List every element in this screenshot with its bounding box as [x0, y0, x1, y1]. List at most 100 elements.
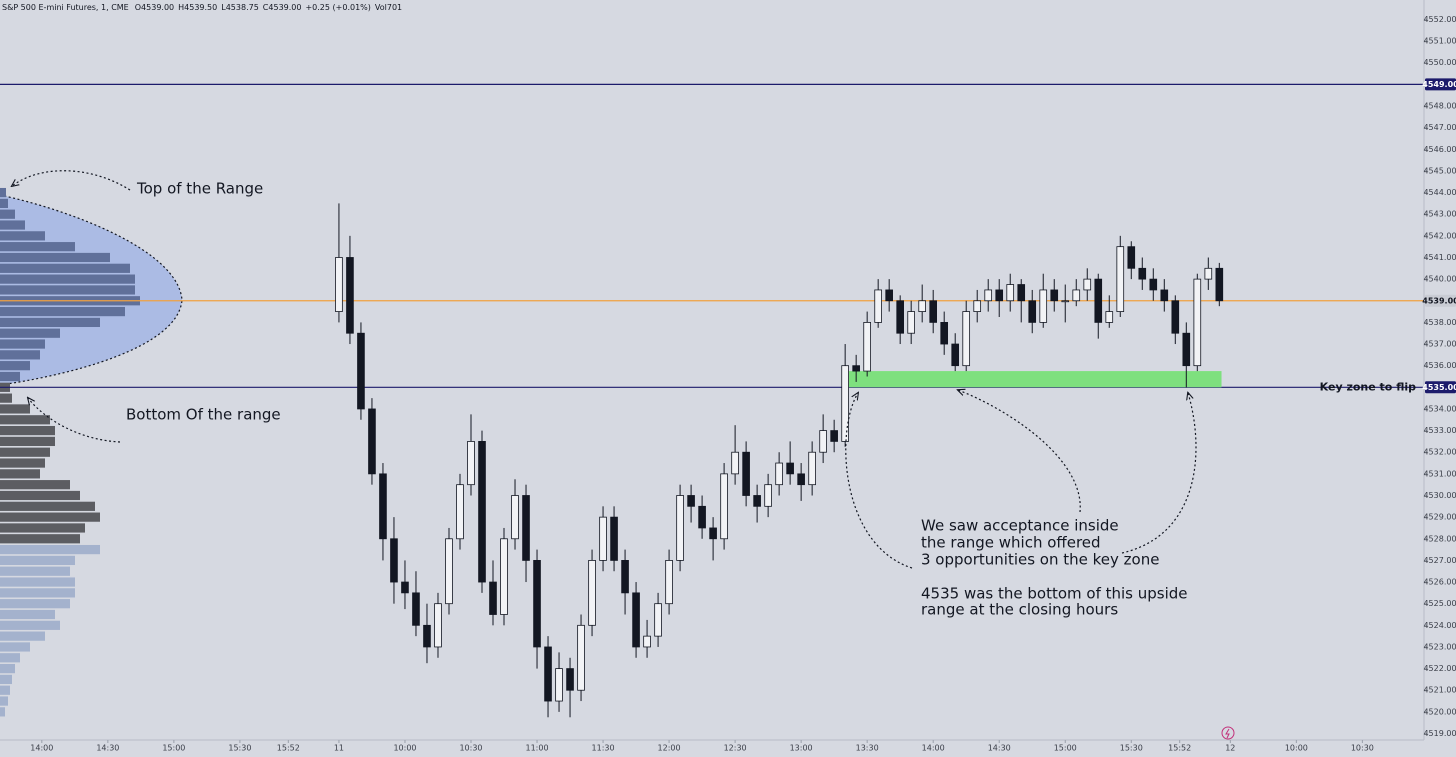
profile-bar	[0, 480, 70, 490]
price-label: 4539.00	[1422, 296, 1456, 305]
profile-bar	[0, 274, 135, 284]
profile-bar	[0, 685, 10, 695]
candle-body	[489, 581, 497, 615]
candle-body	[1204, 267, 1213, 280]
y-tick-label: 4536.00	[1423, 361, 1456, 370]
candle-body	[1193, 278, 1202, 367]
candle-body	[1017, 284, 1026, 302]
candle-body	[742, 451, 750, 496]
header-value: Vol701	[375, 3, 402, 12]
header-value: C4539.00	[263, 3, 302, 12]
candle-body	[1061, 300, 1070, 303]
y-tick-label: 4526.00	[1423, 578, 1456, 587]
candle-body	[445, 538, 453, 605]
candle-body	[819, 430, 827, 453]
profile-bar	[0, 566, 70, 576]
profile-bar	[0, 306, 125, 317]
candle-body	[1083, 278, 1092, 291]
x-tick-label: 14:30	[988, 744, 1011, 753]
profile-bar	[0, 231, 45, 241]
candle-body	[390, 538, 398, 583]
y-tick-label: 4521.00	[1423, 686, 1456, 695]
candle-body	[973, 300, 982, 312]
profile-bar	[0, 361, 30, 371]
candle-body	[478, 441, 486, 583]
profile-bar	[0, 469, 40, 479]
profile-bar	[0, 371, 20, 382]
y-tick-label: 4519.00	[1423, 729, 1456, 738]
annotation: the range which offered	[921, 534, 1101, 552]
profile-bar	[0, 674, 12, 685]
y-tick-label: 4523.00	[1423, 642, 1456, 651]
y-tick-label: 4541.00	[1423, 253, 1456, 262]
candle-body	[456, 484, 464, 540]
candle-body	[621, 560, 629, 594]
profile-bar	[0, 187, 6, 198]
candle-body	[984, 289, 993, 302]
candle-body	[896, 300, 904, 334]
candle-body	[753, 495, 761, 507]
candle-body	[1039, 289, 1048, 323]
value-area-outline	[0, 194, 183, 386]
price-label-box	[1425, 78, 1456, 91]
profile-bar	[0, 209, 15, 219]
candle-body	[720, 473, 728, 540]
profile-bar	[0, 534, 80, 544]
candle-body	[665, 560, 673, 605]
candle-body	[1050, 289, 1059, 302]
y-tick-label: 4530.00	[1423, 491, 1456, 500]
x-tick-label: 15:30	[1120, 744, 1143, 753]
candle-body	[1182, 332, 1191, 367]
profile-bar	[0, 285, 135, 295]
candle-body	[885, 289, 893, 302]
y-tick-label: 4528.00	[1423, 534, 1456, 543]
profile-bar	[0, 555, 75, 566]
x-tick-label: 12:30	[724, 744, 747, 753]
candle-body	[995, 289, 1004, 302]
x-tick-label: 14:00	[30, 744, 53, 753]
profile-bar	[0, 425, 55, 436]
header-value: H4539.50	[178, 3, 217, 12]
profile-bar	[0, 599, 70, 609]
profile-bar	[0, 252, 110, 263]
profile-bar	[0, 609, 55, 620]
profile-bar	[0, 577, 75, 587]
profile-bar	[0, 663, 15, 674]
profile-bar	[0, 393, 12, 403]
candle-body	[797, 473, 805, 486]
y-tick-label: 4546.00	[1423, 145, 1456, 154]
annotation: 3 opportunities on the key zone	[921, 551, 1159, 569]
event-icon-bolt	[1225, 728, 1230, 739]
price-label-box	[1425, 294, 1456, 307]
y-tick-label: 4540.00	[1423, 275, 1456, 284]
y-tick-label: 4538.00	[1423, 318, 1456, 327]
arrow	[1121, 393, 1197, 554]
candle-body	[1127, 246, 1136, 269]
candle-body	[830, 430, 838, 442]
candle-body	[522, 495, 530, 561]
price-label: 4535.00	[1422, 383, 1456, 392]
candle-body	[643, 635, 651, 648]
candle-body	[1072, 289, 1081, 302]
y-tick-label: 4531.00	[1423, 469, 1456, 478]
y-tick-label: 4533.00	[1423, 426, 1456, 435]
key-zone-label: Key zone to flip	[1320, 380, 1416, 393]
profile-bar	[0, 501, 95, 511]
profile-bar	[0, 436, 55, 447]
candle-body	[368, 408, 376, 475]
symbol-title: S&P 500 E-mini Futures, 1, CME O4539.00 H4…	[2, 3, 402, 12]
profile-bar	[0, 642, 30, 652]
candle-body	[1116, 246, 1125, 312]
y-tick-label: 4525.00	[1423, 599, 1456, 608]
candle-body	[852, 365, 860, 372]
y-tick-label: 4543.00	[1423, 210, 1456, 219]
profile-bar	[0, 631, 45, 641]
y-tick-label: 4547.00	[1423, 123, 1456, 132]
x-tick-label: 10:00	[393, 744, 416, 753]
event-icon[interactable]	[1221, 726, 1235, 740]
candle-body	[808, 451, 816, 486]
candle-body	[654, 603, 662, 637]
